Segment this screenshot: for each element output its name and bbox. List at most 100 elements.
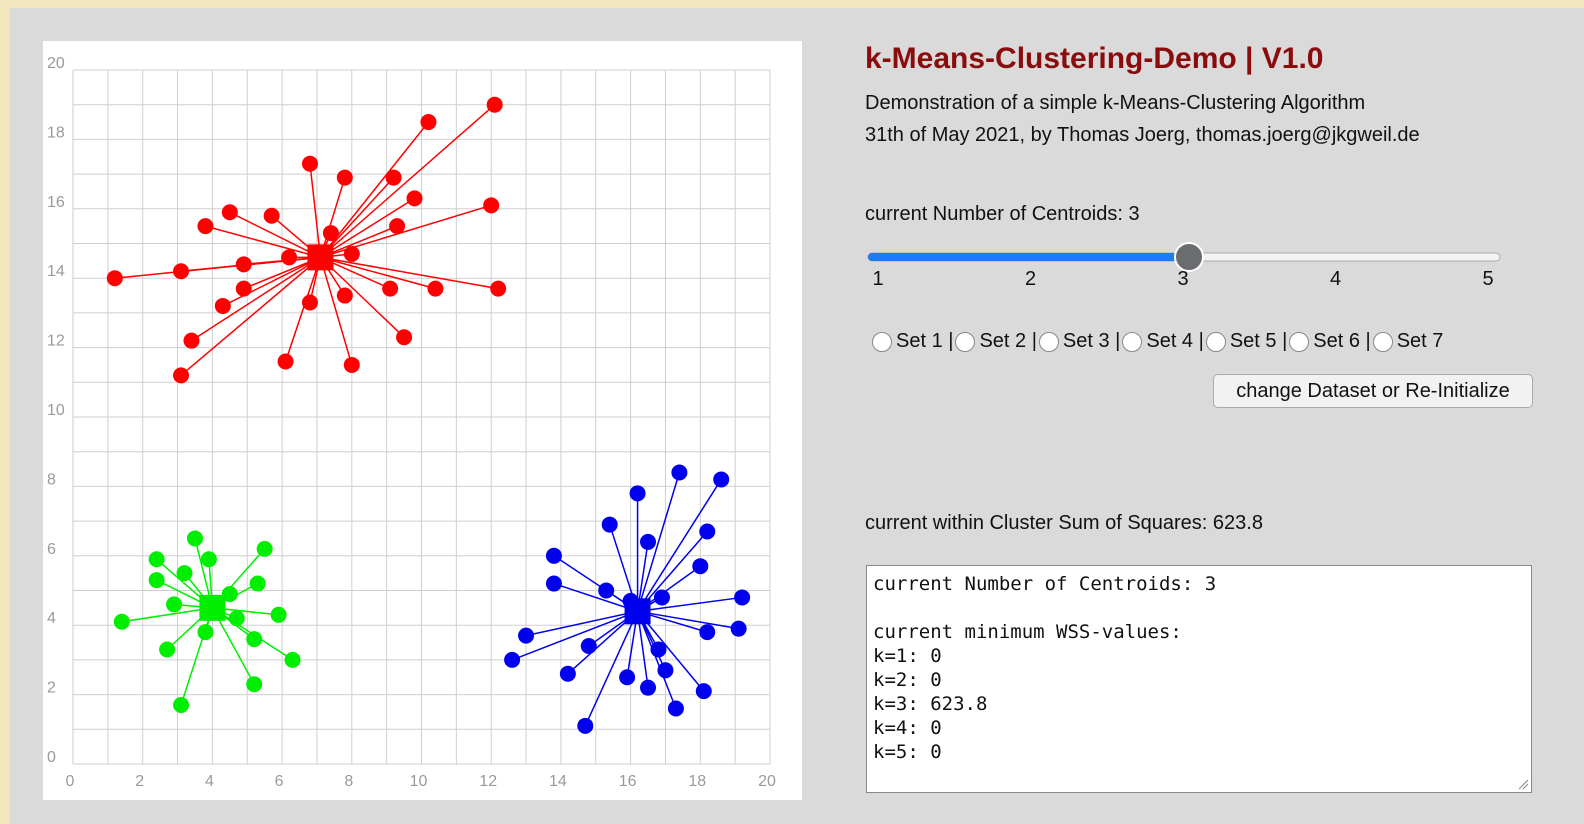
x-tick-label: 0 bbox=[66, 773, 75, 790]
log-line: current minimum WSS-values: bbox=[873, 621, 1182, 643]
x-tick-label: 16 bbox=[619, 773, 637, 790]
assignment-line bbox=[284, 257, 322, 362]
data-point bbox=[545, 575, 562, 592]
data-point bbox=[148, 551, 165, 568]
data-point bbox=[629, 485, 646, 502]
data-point bbox=[214, 297, 231, 314]
data-point bbox=[173, 263, 190, 280]
data-point bbox=[270, 606, 287, 623]
slider-fill bbox=[868, 253, 1183, 261]
x-tick-label: 4 bbox=[205, 773, 214, 790]
data-point bbox=[619, 669, 636, 686]
x-tick-label: 20 bbox=[758, 773, 776, 790]
data-point bbox=[486, 96, 503, 113]
textarea[interactable]: current Number of Centroids: 3 current mi… bbox=[866, 565, 1532, 793]
data-point bbox=[246, 631, 263, 648]
data-point bbox=[186, 530, 203, 547]
radio-button[interactable] bbox=[1372, 331, 1393, 352]
slider[interactable]: 1 2 3 4 5 bbox=[860, 236, 1520, 296]
data-point bbox=[483, 197, 500, 214]
resize-grip bbox=[1518, 779, 1529, 790]
data-point bbox=[598, 582, 615, 599]
data-point bbox=[256, 540, 273, 557]
data-point bbox=[176, 565, 193, 582]
log-line: current Number of Centroids: 3 bbox=[873, 573, 1217, 595]
log-line: k=1: 0 bbox=[873, 645, 942, 667]
y-tick-label: 12 bbox=[47, 333, 65, 350]
title: k-Means-Clustering-Demo | V1.0 bbox=[865, 42, 1324, 75]
radio-label: Set 4 | bbox=[1146, 330, 1204, 352]
assignment-line bbox=[636, 472, 681, 612]
data-point bbox=[113, 613, 130, 630]
y-tick-label: 0 bbox=[47, 749, 56, 766]
data-point bbox=[695, 683, 712, 700]
log-line: k=4: 0 bbox=[873, 717, 942, 739]
assignment-line bbox=[637, 610, 739, 630]
data-point bbox=[336, 169, 353, 186]
radio-option[interactable]: Set 5 | bbox=[1205, 330, 1288, 353]
data-point bbox=[396, 329, 413, 346]
data-point bbox=[699, 523, 716, 540]
radio-button[interactable] bbox=[1205, 331, 1226, 352]
data-point bbox=[640, 533, 657, 550]
radio-label: Set 3 | bbox=[1062, 330, 1121, 352]
data-point bbox=[221, 204, 238, 221]
y-tick-label: 8 bbox=[47, 471, 56, 488]
data-point bbox=[173, 697, 190, 714]
data-point bbox=[734, 589, 751, 606]
assignment-line bbox=[121, 607, 213, 623]
radio-button[interactable] bbox=[1122, 331, 1143, 352]
centroid bbox=[199, 594, 226, 621]
data-point bbox=[657, 662, 674, 679]
assignment-line bbox=[180, 256, 321, 376]
slider-tick-label: 4 bbox=[1330, 268, 1341, 290]
centroid bbox=[307, 244, 334, 271]
slider-tick-label: 3 bbox=[1177, 268, 1188, 290]
log-line: k=5: 0 bbox=[873, 741, 942, 763]
radio-option[interactable]: Set 3 | bbox=[1038, 330, 1121, 353]
data-point bbox=[301, 294, 318, 311]
data-point bbox=[580, 638, 597, 655]
radio-label: Set 2 | bbox=[979, 330, 1037, 352]
radio-option[interactable]: Set 1 | bbox=[872, 330, 953, 353]
assignment-line bbox=[584, 611, 639, 727]
radio-button[interactable] bbox=[872, 331, 892, 352]
radio-button[interactable] bbox=[1289, 331, 1310, 352]
assignment-line bbox=[222, 256, 321, 307]
y-tick-label: 18 bbox=[47, 124, 65, 141]
radio-option[interactable]: Set 7 bbox=[1372, 330, 1444, 353]
button[interactable]: change Dataset or Re-Initialize bbox=[1213, 374, 1533, 408]
data-point bbox=[281, 249, 298, 266]
assignment-line bbox=[320, 256, 436, 290]
data-point bbox=[235, 256, 252, 273]
radio-label: Set 5 | bbox=[1229, 330, 1288, 352]
radio-option[interactable]: Set 4 | bbox=[1122, 330, 1204, 353]
data-point bbox=[301, 155, 318, 172]
data-point bbox=[545, 547, 562, 564]
data-point bbox=[406, 190, 423, 207]
x-tick-label: 6 bbox=[275, 773, 284, 790]
radio-button[interactable] bbox=[955, 331, 976, 352]
x-tick-label: 18 bbox=[688, 773, 706, 790]
data-point bbox=[235, 280, 252, 297]
data-point bbox=[420, 114, 437, 131]
assignment-line bbox=[636, 610, 705, 692]
data-point bbox=[713, 471, 730, 488]
data-point bbox=[228, 610, 245, 627]
radio-option[interactable]: Set 6 | bbox=[1289, 330, 1371, 353]
radio-button[interactable] bbox=[1038, 331, 1059, 352]
data-point bbox=[284, 651, 301, 668]
subtitle: Demonstration of a simple k-Means-Cluste… bbox=[865, 92, 1366, 114]
data-point bbox=[640, 679, 657, 696]
data-point bbox=[166, 596, 183, 613]
radio-option[interactable]: Set 2 | bbox=[955, 330, 1037, 353]
radio-label: Set 1 | bbox=[896, 330, 954, 352]
centroid-label: current Number of Centroids: 3 bbox=[865, 203, 1140, 225]
assignment-line bbox=[319, 257, 353, 366]
data-point bbox=[343, 356, 360, 373]
data-point bbox=[699, 624, 716, 641]
assignment-line bbox=[320, 256, 499, 290]
radio-label: Set 7 bbox=[1396, 330, 1444, 352]
y-tick-label: 14 bbox=[47, 263, 65, 280]
